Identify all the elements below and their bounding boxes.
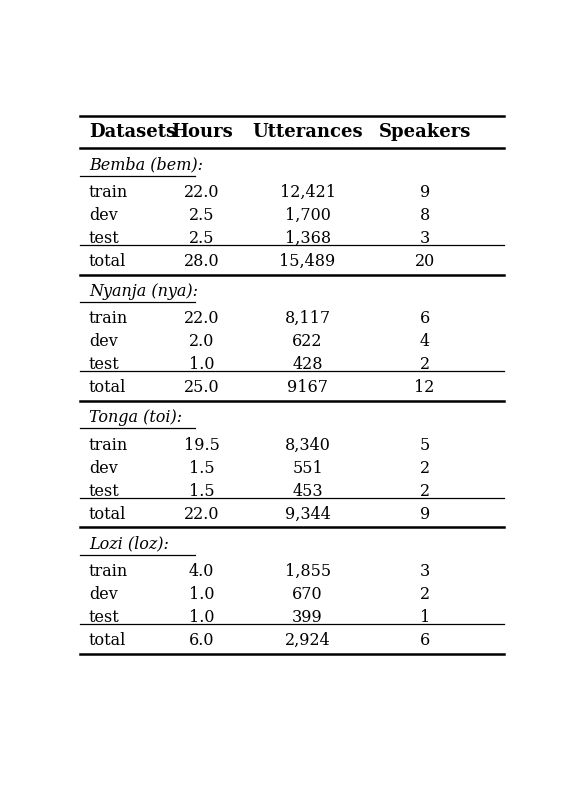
Text: 12,421: 12,421 bbox=[280, 184, 336, 200]
Text: 2.5: 2.5 bbox=[189, 207, 214, 224]
Text: train: train bbox=[89, 436, 128, 454]
Text: Datasets: Datasets bbox=[89, 124, 176, 141]
Text: 8: 8 bbox=[420, 207, 430, 224]
Text: 8,117: 8,117 bbox=[284, 310, 331, 327]
Text: 1,855: 1,855 bbox=[284, 563, 331, 580]
Text: 2: 2 bbox=[420, 586, 430, 604]
Text: 9,344: 9,344 bbox=[284, 505, 331, 523]
Text: Nyanja (nya):: Nyanja (nya): bbox=[89, 283, 198, 299]
Text: 4: 4 bbox=[420, 333, 430, 350]
Text: 1.5: 1.5 bbox=[189, 459, 214, 477]
Text: test: test bbox=[89, 356, 120, 374]
Text: 4.0: 4.0 bbox=[189, 563, 214, 580]
Text: 1.0: 1.0 bbox=[189, 609, 214, 626]
Text: 2.5: 2.5 bbox=[189, 230, 214, 247]
Text: 6: 6 bbox=[420, 310, 430, 327]
Text: 19.5: 19.5 bbox=[184, 436, 219, 454]
Text: Lozi (loz):: Lozi (loz): bbox=[89, 535, 169, 553]
Text: test: test bbox=[89, 483, 120, 500]
Text: 3: 3 bbox=[420, 230, 430, 247]
Text: 1.0: 1.0 bbox=[189, 586, 214, 604]
Text: 2,924: 2,924 bbox=[284, 632, 331, 649]
Text: 3: 3 bbox=[420, 563, 430, 580]
Text: train: train bbox=[89, 184, 128, 200]
Text: 6.0: 6.0 bbox=[189, 632, 214, 649]
Text: train: train bbox=[89, 563, 128, 580]
Text: test: test bbox=[89, 230, 120, 247]
Text: 1,368: 1,368 bbox=[284, 230, 331, 247]
Text: 428: 428 bbox=[292, 356, 323, 374]
Text: 25.0: 25.0 bbox=[184, 379, 219, 396]
Text: dev: dev bbox=[89, 207, 117, 224]
Text: Bemba (bem):: Bemba (bem): bbox=[89, 156, 203, 173]
Text: train: train bbox=[89, 310, 128, 327]
Text: 399: 399 bbox=[292, 609, 323, 626]
Text: 5: 5 bbox=[420, 436, 430, 454]
Text: 2: 2 bbox=[420, 459, 430, 477]
Text: total: total bbox=[89, 379, 127, 396]
Text: total: total bbox=[89, 505, 127, 523]
Text: 1: 1 bbox=[420, 609, 430, 626]
Text: 9: 9 bbox=[420, 184, 430, 200]
Text: Tonga (toi):: Tonga (toi): bbox=[89, 409, 182, 426]
Text: 22.0: 22.0 bbox=[184, 310, 219, 327]
Text: dev: dev bbox=[89, 459, 117, 477]
Text: 12: 12 bbox=[414, 379, 435, 396]
Text: 20: 20 bbox=[414, 253, 435, 269]
Text: 1.0: 1.0 bbox=[189, 356, 214, 374]
Text: 8,340: 8,340 bbox=[284, 436, 331, 454]
Text: 2: 2 bbox=[420, 356, 430, 374]
Text: test: test bbox=[89, 609, 120, 626]
Text: 22.0: 22.0 bbox=[184, 184, 219, 200]
Text: 670: 670 bbox=[292, 586, 323, 604]
Text: Speakers: Speakers bbox=[378, 124, 471, 141]
Text: 1,700: 1,700 bbox=[284, 207, 331, 224]
Text: Hours: Hours bbox=[170, 124, 233, 141]
Text: 2.0: 2.0 bbox=[189, 333, 214, 350]
Text: 6: 6 bbox=[420, 632, 430, 649]
Text: 453: 453 bbox=[292, 483, 323, 500]
Text: 9: 9 bbox=[420, 505, 430, 523]
Text: total: total bbox=[89, 253, 127, 269]
Text: 22.0: 22.0 bbox=[184, 505, 219, 523]
Text: 2: 2 bbox=[420, 483, 430, 500]
Text: dev: dev bbox=[89, 333, 117, 350]
Text: 622: 622 bbox=[292, 333, 323, 350]
Text: 551: 551 bbox=[292, 459, 323, 477]
Text: 9167: 9167 bbox=[287, 379, 328, 396]
Text: Utterances: Utterances bbox=[253, 124, 363, 141]
Text: 15,489: 15,489 bbox=[279, 253, 336, 269]
Text: 1.5: 1.5 bbox=[189, 483, 214, 500]
Text: total: total bbox=[89, 632, 127, 649]
Text: dev: dev bbox=[89, 586, 117, 604]
Text: 28.0: 28.0 bbox=[184, 253, 219, 269]
